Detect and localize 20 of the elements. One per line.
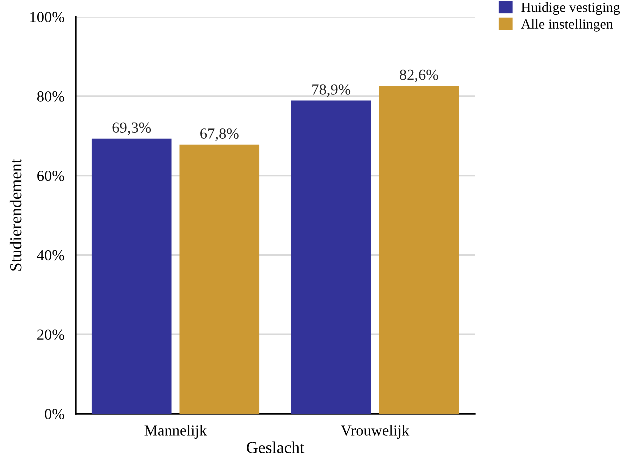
y-tick-label: 60% bbox=[38, 170, 64, 182]
y-axis-title: Studierendement bbox=[10, 159, 22, 271]
y-tick-label: 20% bbox=[38, 330, 64, 340]
bar bbox=[379, 86, 460, 414]
bar bbox=[180, 144, 260, 414]
data-label: 78,9% bbox=[312, 84, 351, 98]
y-tick-label: 40% bbox=[37, 250, 64, 261]
y-tick-label: 80% bbox=[37, 92, 64, 102]
data-label: 82,6% bbox=[400, 70, 438, 82]
x-tick-label: Vrouwelijk bbox=[341, 425, 410, 439]
y-tick-label: 0% bbox=[45, 409, 64, 420]
y-tick-label: 100% bbox=[30, 12, 64, 22]
bar bbox=[291, 100, 372, 414]
data-label: 69,3% bbox=[112, 122, 152, 136]
x-tick-label: Mannelijk bbox=[144, 425, 208, 439]
bar bbox=[92, 138, 172, 414]
x-axis-title: Geslacht bbox=[247, 442, 305, 454]
legend-label: Alle instellingen bbox=[521, 19, 614, 32]
data-label: 67,8% bbox=[200, 128, 239, 142]
legend-label: Huidige vestiging bbox=[522, 2, 620, 16]
